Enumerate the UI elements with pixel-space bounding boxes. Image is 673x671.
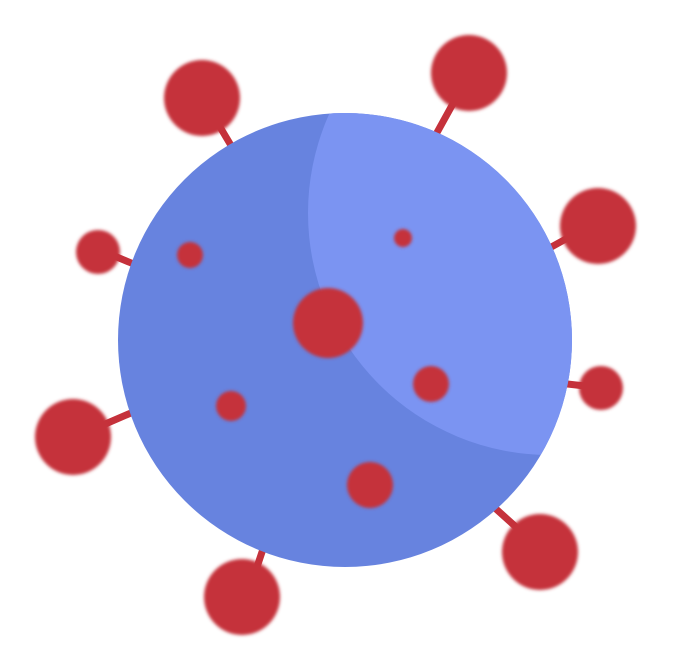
spike-head-left-small bbox=[76, 230, 120, 274]
surface-spot bbox=[216, 391, 246, 421]
surface-spot bbox=[347, 462, 393, 508]
spike-head-top-left bbox=[164, 60, 240, 136]
spike-head-bottom-right bbox=[502, 514, 578, 590]
spike-head-right-upper bbox=[560, 188, 636, 264]
virus-spike-heads bbox=[35, 35, 636, 635]
surface-spot bbox=[394, 229, 412, 247]
spike-head-top-right bbox=[431, 35, 507, 111]
spike-head-bottom bbox=[204, 559, 280, 635]
surface-spot bbox=[413, 366, 449, 402]
spike-head-left-lower bbox=[35, 399, 111, 475]
spike-head-right-small bbox=[579, 366, 623, 410]
surface-spot bbox=[177, 242, 203, 268]
surface-spot bbox=[293, 288, 363, 358]
virus-surface-spots bbox=[177, 229, 449, 508]
